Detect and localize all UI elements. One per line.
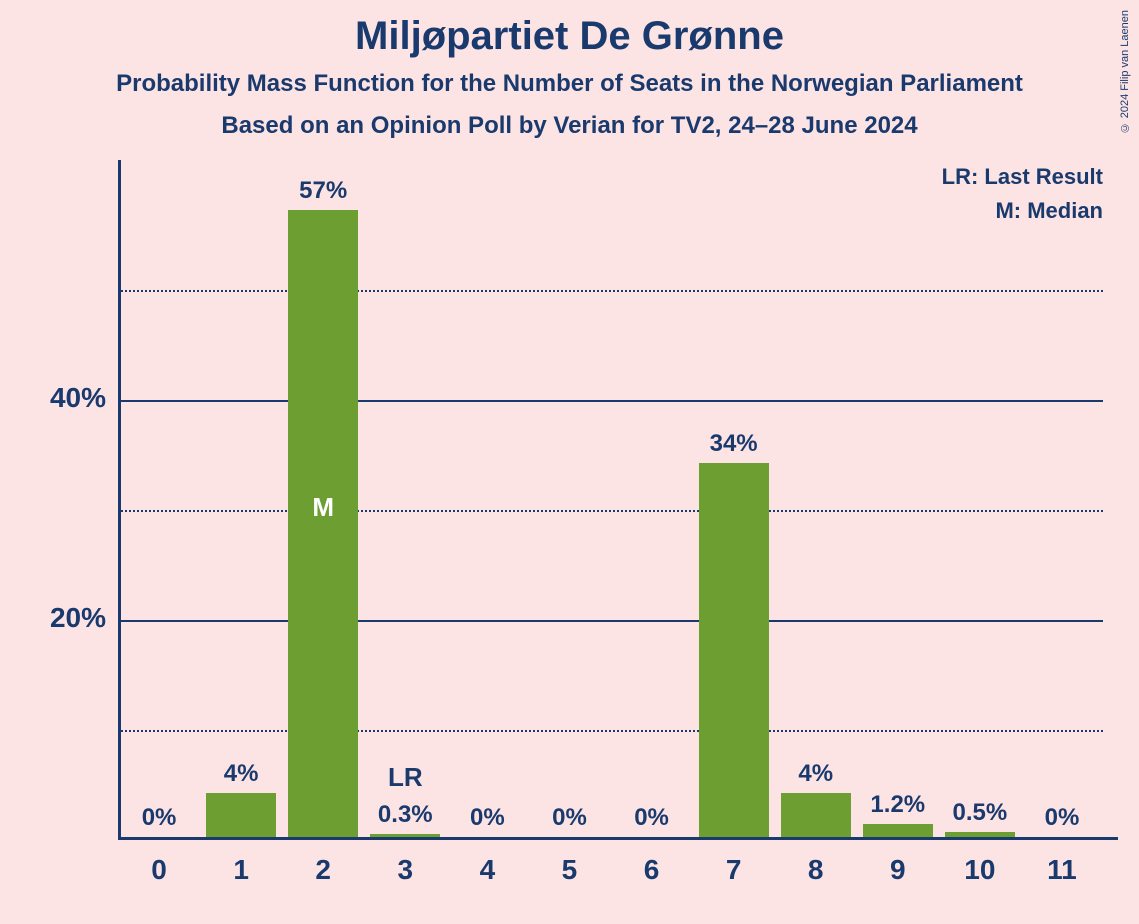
x-axis-label: 9 xyxy=(858,854,938,886)
chart-subtitle-2: Based on an Opinion Poll by Verian for T… xyxy=(0,112,1139,140)
bar-value-label: 34% xyxy=(684,430,784,458)
chart-subtitle-1: Probability Mass Function for the Number… xyxy=(0,70,1139,98)
copyright-text: © 2024 Filip van Laenen xyxy=(1119,10,1131,133)
chart-plot-area: 0%4%57%M0.3%LR0%0%0%34%4%1.2%0.5%0% xyxy=(118,180,1103,840)
x-axis-label: 1 xyxy=(201,854,281,886)
gridline xyxy=(118,510,1103,512)
bar-value-label: 57% xyxy=(273,177,373,205)
bar xyxy=(781,793,851,837)
x-axis-label: 5 xyxy=(529,854,609,886)
x-axis-label: 10 xyxy=(940,854,1020,886)
bar-value-label: 4% xyxy=(191,760,291,788)
x-axis-label: 0 xyxy=(119,854,199,886)
bar xyxy=(370,834,440,837)
legend-lr: LR: Last Result xyxy=(942,164,1103,190)
x-axis-label: 11 xyxy=(1022,854,1102,886)
y-axis-line xyxy=(118,160,121,840)
bar-value-label: 4% xyxy=(766,760,866,788)
x-axis-label: 4 xyxy=(447,854,527,886)
y-axis-label: 40% xyxy=(50,382,106,414)
bar xyxy=(699,463,769,837)
gridline xyxy=(118,730,1103,732)
x-axis-label: 8 xyxy=(776,854,856,886)
bar xyxy=(288,210,358,837)
y-axis-label: 20% xyxy=(50,602,106,634)
bar xyxy=(945,832,1015,838)
gridline xyxy=(118,400,1103,402)
bar xyxy=(206,793,276,837)
x-axis-label: 7 xyxy=(694,854,774,886)
bar-value-label: 0% xyxy=(1012,804,1112,832)
legend-median: M: Median xyxy=(995,198,1103,224)
x-axis-line xyxy=(118,837,1118,840)
chart-title: Miljøpartiet De Grønne xyxy=(0,14,1139,59)
bar-value-label: 0% xyxy=(602,804,702,832)
x-axis-label: 2 xyxy=(283,854,363,886)
x-axis-label: 6 xyxy=(612,854,692,886)
gridline xyxy=(118,290,1103,292)
bar-value-label: 0% xyxy=(109,804,209,832)
median-marker: M xyxy=(288,492,358,523)
gridline xyxy=(118,620,1103,622)
last-result-marker: LR xyxy=(355,762,455,793)
bar xyxy=(863,824,933,837)
x-axis-label: 3 xyxy=(365,854,445,886)
